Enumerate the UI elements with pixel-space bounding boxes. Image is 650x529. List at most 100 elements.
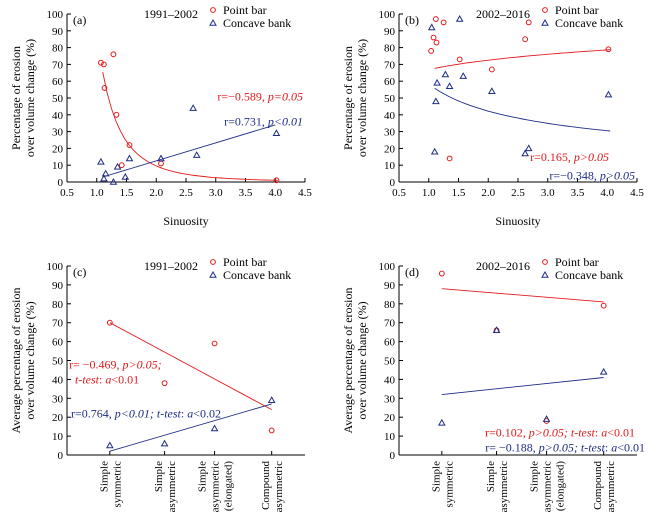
stat-text-part: <0.02	[193, 406, 221, 420]
data-point	[210, 424, 219, 432]
category-label: (elongated)	[223, 461, 235, 511]
x-tick-label: 0.5	[60, 187, 74, 199]
stat-text-part: p>0.05;	[528, 425, 571, 439]
stat-point-bar: r=0.165, p>0.05	[530, 150, 609, 164]
stat-text-part: r=0.102,	[485, 425, 529, 439]
y-tick-label: 40	[52, 110, 64, 122]
stat-text-part: r=0.731,	[224, 115, 268, 129]
data-point	[101, 85, 108, 91]
legend-concave-bank: Concave bank	[223, 16, 291, 30]
y-tick-label: 60	[384, 337, 396, 349]
legend-point-bar: Point bar	[555, 255, 599, 269]
x-tick-label: 4.0	[268, 187, 282, 199]
data-point	[487, 87, 496, 95]
category-label: Simple	[529, 461, 541, 492]
data-point	[210, 7, 216, 13]
y-tick-label: 50	[52, 356, 64, 368]
panel-label: (c)	[73, 265, 86, 279]
y-tick-label: 60	[384, 76, 396, 88]
y-tick-label: 80	[52, 299, 64, 311]
data-point	[110, 51, 117, 58]
data-point	[101, 169, 110, 177]
data-point	[440, 19, 447, 26]
data-point	[428, 48, 435, 54]
y-tick-label: 40	[384, 110, 396, 122]
stat-text-part: t-test	[581, 440, 606, 454]
y-axis-label: over volume change (%)	[23, 39, 37, 157]
category-label: Simple	[430, 461, 442, 492]
y-tick-label: 10	[52, 160, 64, 172]
y-axis-label: Average percentage of erosion	[341, 287, 355, 433]
y-axis-label: Percentage of erosion	[341, 46, 355, 150]
y-axis-label: Percentage of erosion	[9, 46, 23, 150]
data-point	[455, 15, 464, 22]
y-tick-label: 30	[384, 127, 396, 139]
data-point	[109, 177, 118, 185]
panel-d: 0 10 20 30 40 50 60 70 80 90 100 Average percentage…	[341, 255, 637, 512]
data-point	[542, 7, 548, 13]
legend-concave-bank: Concave bank	[555, 16, 623, 30]
x-tick-label: 2.5	[179, 187, 193, 199]
data-point	[158, 160, 164, 167]
panel-label: (a)	[73, 13, 86, 27]
y-tick-label: 90	[384, 280, 396, 292]
data-point	[446, 155, 453, 162]
data-point	[541, 18, 549, 26]
data-point	[126, 142, 133, 148]
y-tick-label: 0	[58, 450, 64, 462]
data-point	[605, 46, 612, 53]
stat-point-bar: r=0.102, p>0.05; t-test: a<0.01	[485, 425, 635, 439]
data-point	[98, 59, 104, 66]
stat-point-bar: t-test: a<0.01	[75, 372, 139, 386]
category-label: Simple	[153, 461, 165, 492]
category-label: asymmetric	[166, 461, 178, 512]
trend-line	[102, 71, 279, 181]
stat-text-part: p>0.05;	[538, 440, 581, 454]
x-tick-label: 2.0	[149, 187, 163, 199]
data-point	[441, 70, 450, 78]
y-tick-label: 90	[52, 280, 64, 292]
category-label: asymmetric	[498, 461, 510, 512]
data-point	[438, 270, 445, 277]
panel-c: 0 10 20 30 40 50 60 70 80 90 100 Average percentage…	[9, 255, 305, 512]
stat-text-part: <0.01	[617, 440, 645, 454]
y-tick-label: 70	[52, 59, 64, 71]
y-tick-label: 30	[384, 393, 396, 405]
stat-text-part: t-test	[75, 372, 100, 386]
legend-concave-bank: Concave bank	[555, 268, 623, 282]
data-point	[272, 129, 281, 137]
panel-period: 2002–2016	[476, 7, 530, 21]
category-label: symmetric	[443, 461, 455, 508]
data-point	[210, 259, 216, 265]
stat-text-part: a	[105, 372, 111, 386]
x-tick-label: 0.5	[392, 187, 406, 199]
stat-concave-bank: r= −0.188, p>0.05; t-test: a<0.01	[485, 440, 645, 454]
y-tick-label: 20	[384, 143, 396, 155]
y-tick-label: 80	[384, 43, 396, 55]
data-point	[268, 427, 275, 434]
data-point	[189, 104, 198, 111]
panel-label: (d)	[405, 265, 419, 279]
legend-concave-bank: Concave bank	[223, 268, 291, 282]
y-tick-label: 40	[52, 374, 64, 386]
stat-text-part: a	[611, 440, 617, 454]
y-tick-label: 90	[52, 26, 64, 38]
data-point	[209, 18, 217, 26]
y-tick-label: 100	[47, 261, 64, 273]
data-point	[525, 19, 532, 26]
data-point	[97, 157, 105, 165]
y-tick-label: 40	[384, 374, 396, 386]
y-tick-label: 70	[384, 59, 396, 71]
category-label: Simple	[485, 461, 497, 492]
data-point	[432, 16, 439, 22]
category-label: Compound	[592, 461, 604, 510]
panel-a: 0 10 20 30 40 50 60 70 80 90 100 Percentage of eros…	[9, 3, 312, 228]
panel-period: 1991–2002	[144, 259, 198, 273]
stat-text-part: r= −0.469,	[69, 357, 123, 371]
y-tick-label: 30	[52, 393, 64, 405]
data-point	[105, 441, 114, 449]
panel-period: 1991–2002	[144, 7, 198, 21]
data-point	[542, 259, 548, 265]
trend-line	[109, 322, 272, 411]
x-tick-label: 3.0	[541, 187, 555, 199]
